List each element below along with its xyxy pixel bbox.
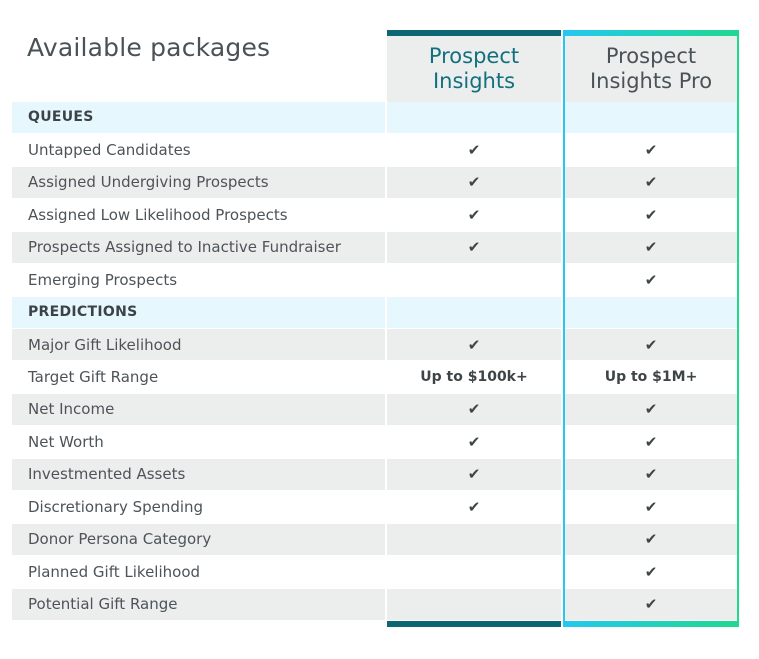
checkmark-icon: ✔ [467,465,481,484]
prospect-insights-pro-cell: ✔ [563,426,739,458]
prospect-insights-pro-cell: ✔ [563,199,739,231]
feature-label: Untapped Candidates [12,134,385,166]
checkmark-icon: ✔ [467,173,481,192]
table-row: Major Gift Likelihood ✔ ✔ [12,329,739,360]
prospect-insights-pro-cell: ✔ [563,523,739,555]
prospect-insights-pro-cell [563,296,739,328]
prospect-insights-pro-cell: ✔ [563,134,739,166]
table-row: Net Worth ✔ ✔ [12,426,739,458]
feature-value: Up to $1M+ [604,369,698,386]
checkmark-icon: ✔ [644,140,658,159]
prospect-insights-cell [387,523,561,555]
checkmark-icon: ✔ [467,400,481,419]
package-comparison-table: QUEUES Untapped Candidates ✔ ✔ Assigned Unde… [12,102,739,621]
checkmark-icon: ✔ [467,140,481,159]
checkmark-icon: ✔ [467,497,481,516]
prospect-insights-pro-cell [563,102,739,133]
prospect-insights-cell: ✔ [387,134,561,166]
prospect-insights-cell: ✔ [387,199,561,231]
checkmark-icon: ✔ [644,270,658,289]
prospect-insights-cell [387,102,561,133]
column-header-prospect-insights-pro: Prospect Insights Pro [563,30,739,102]
section-title: PREDICTIONS [12,296,385,328]
prospect-insights-pro-cell: ✔ [563,264,739,296]
prospect-insights-pro-cell: ✔ [563,166,739,198]
prospect-insights-pro-cell: ✔ [563,588,739,620]
prospect-insights-pro-cell: ✔ [563,458,739,490]
table-row: Prospects Assigned to Inactive Fundraise… [12,231,739,263]
prospect-insights-cell: ✔ [387,426,561,458]
table-row: Assigned Low Likelihood Prospects ✔ ✔ [12,199,739,231]
table-row: Donor Persona Category ✔ [12,523,739,555]
table-row: Planned Gift Likelihood ✔ [12,556,739,588]
prospect-insights-pro-cell: ✔ [563,329,739,360]
column-header-line: Insights [432,69,516,93]
checkmark-icon: ✔ [644,595,658,614]
feature-label: Assigned Low Likelihood Prospects [12,199,385,231]
feature-label: Discretionary Spending [12,491,385,523]
checkmark-icon: ✔ [644,238,658,257]
table-row: Potential Gift Range ✔ [12,588,739,620]
feature-label: Assigned Undergiving Prospects [12,166,385,198]
feature-label: Net Income [12,394,385,425]
pro-column-footer-bar [563,621,739,627]
prospect-insights-cell: ✔ [387,329,561,360]
feature-label: Major Gift Likelihood [12,329,385,360]
prospect-insights-pro-cell: Up to $1M+ [563,361,739,393]
prospect-insights-cell [387,588,561,620]
table-row: Net Income ✔ ✔ [12,394,739,425]
feature-label: Potential Gift Range [12,588,385,620]
checkmark-icon: ✔ [644,497,658,516]
table-row: Emerging Prospects ✔ [12,264,739,296]
column-header-line: Prospect [428,44,520,68]
table-row: Target Gift Range Up to $100k+ Up to $1M+ [12,361,739,393]
column-header-prospect-insights: Prospect Insights [387,30,561,102]
feature-label: Target Gift Range [12,361,385,393]
table-row: Assigned Undergiving Prospects ✔ ✔ [12,166,739,198]
checkmark-icon: ✔ [644,432,658,451]
feature-label: Net Worth [12,426,385,458]
prospect-insights-cell [387,556,561,588]
prospect-insights-pro-cell: ✔ [563,491,739,523]
prospect-insights-cell: ✔ [387,166,561,198]
column-header-line: Insights Pro [589,69,713,93]
checkmark-icon: ✔ [467,335,481,354]
prospect-insights-cell: ✔ [387,491,561,523]
checkmark-icon: ✔ [644,205,658,224]
feature-label: Emerging Prospects [12,264,385,296]
prospect-insights-cell: ✔ [387,394,561,425]
prospect-insights-pro-cell: ✔ [563,231,739,263]
table-row: Discretionary Spending ✔ ✔ [12,491,739,523]
table-row: Investmented Assets ✔ ✔ [12,458,739,490]
checkmark-icon: ✔ [644,335,658,354]
section-title: QUEUES [12,102,385,133]
prospect-insights-pro-cell: ✔ [563,394,739,425]
prospect-insights-cell [387,296,561,328]
prospect-insights-cell [387,264,561,296]
checkmark-icon: ✔ [467,238,481,257]
table-row: Untapped Candidates ✔ ✔ [12,134,739,166]
section-header-row: PREDICTIONS [12,296,739,328]
feature-label: Investmented Assets [12,458,385,490]
feature-label: Planned Gift Likelihood [12,556,385,588]
page-title: Available packages [27,33,271,62]
prospect-insights-cell: Up to $100k+ [387,361,561,393]
basic-column-footer-bar [387,621,561,627]
prospect-insights-pro-cell: ✔ [563,556,739,588]
prospect-insights-cell: ✔ [387,458,561,490]
checkmark-icon: ✔ [467,205,481,224]
section-header-row: QUEUES [12,102,739,133]
prospect-insights-cell: ✔ [387,231,561,263]
feature-label: Donor Persona Category [12,523,385,555]
checkmark-icon: ✔ [467,432,481,451]
checkmark-icon: ✔ [644,465,658,484]
feature-value: Up to $100k+ [420,369,528,386]
checkmark-icon: ✔ [644,530,658,549]
feature-label: Prospects Assigned to Inactive Fundraise… [12,231,385,263]
checkmark-icon: ✔ [644,400,658,419]
column-header-line: Prospect [605,44,697,68]
checkmark-icon: ✔ [644,562,658,581]
checkmark-icon: ✔ [644,173,658,192]
